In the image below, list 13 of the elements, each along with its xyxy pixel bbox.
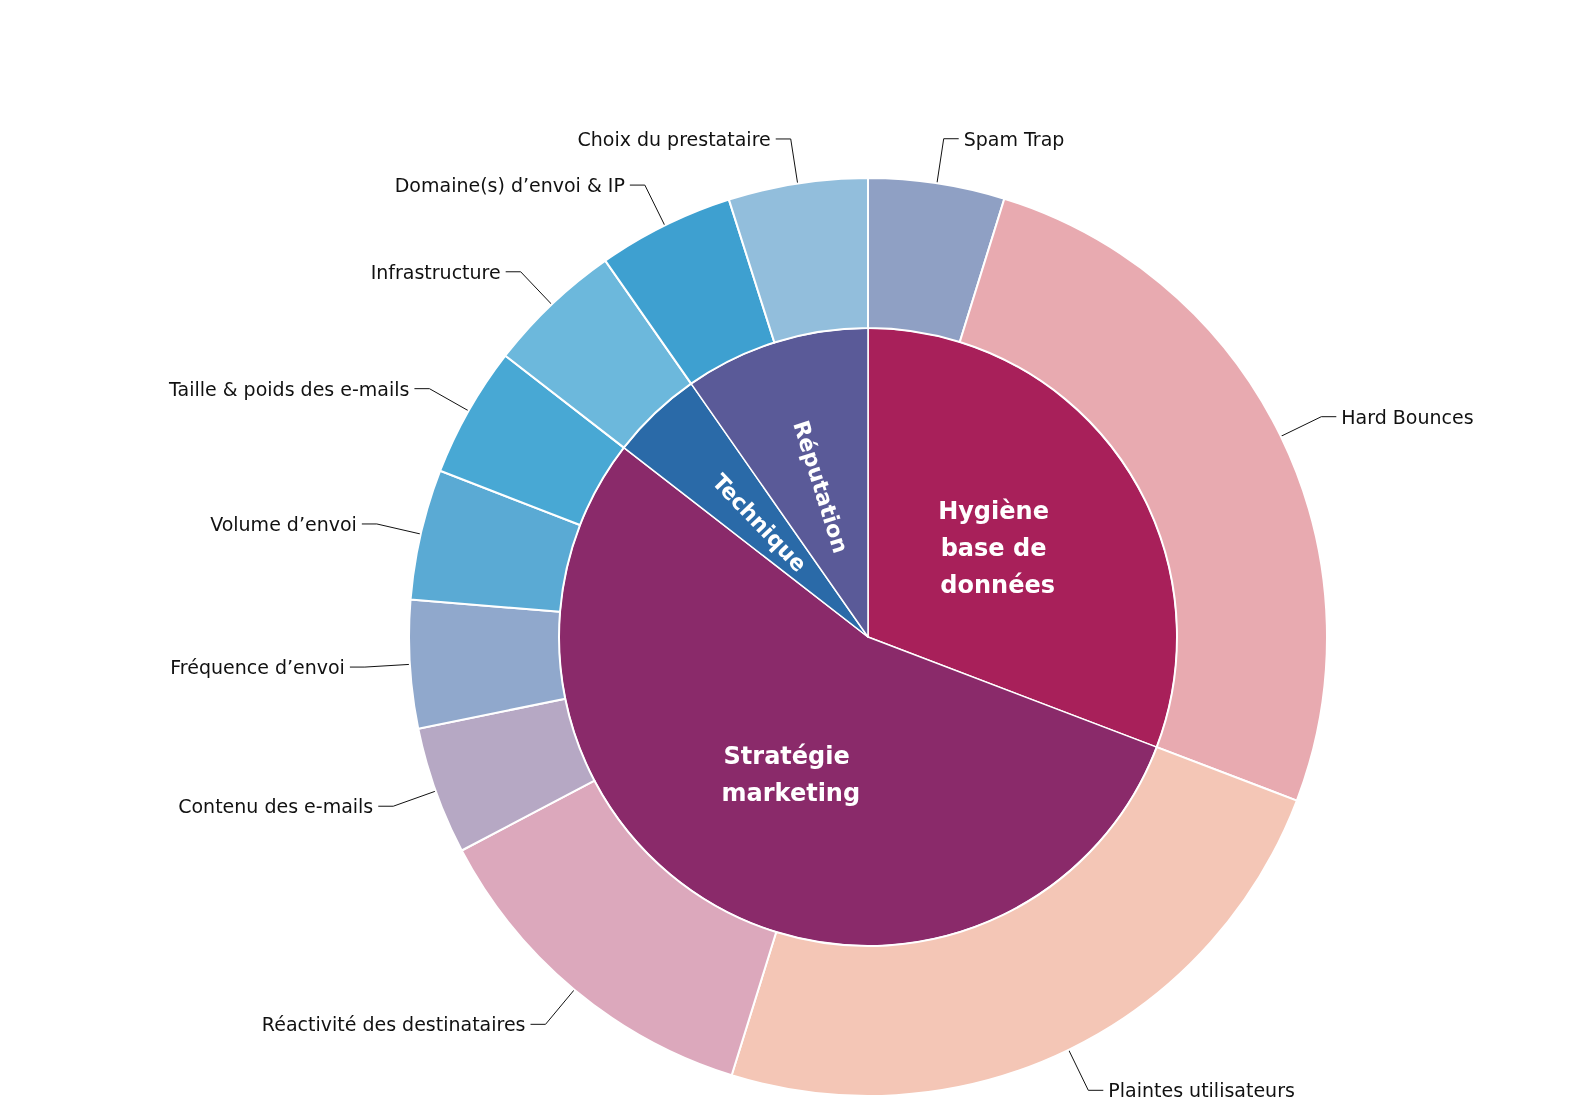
slice-label: Infrastructure bbox=[370, 260, 501, 283]
slice-label: Volume d’envoi bbox=[210, 512, 357, 535]
slice-label: Contenu des e-mails bbox=[178, 795, 374, 818]
slice-label: Hard Bounces bbox=[1341, 405, 1474, 428]
slice-label: Plaintes utilisateurs bbox=[1108, 1079, 1295, 1102]
slice-label: Domaine(s) d’envoi & IP bbox=[394, 174, 625, 197]
slice-label: Stratégie marketing bbox=[721, 741, 861, 807]
slice-label: Spam Trap bbox=[963, 127, 1065, 150]
slice-label: Choix du prestataire bbox=[577, 127, 771, 150]
slice-label: Taille & poids des e-mails bbox=[168, 377, 410, 400]
slice-label: Fréquence d’envoi bbox=[170, 656, 345, 679]
slice-label: Hygiène base de données bbox=[938, 496, 1058, 599]
slice-label: Réactivité des destinataires bbox=[261, 1013, 526, 1036]
